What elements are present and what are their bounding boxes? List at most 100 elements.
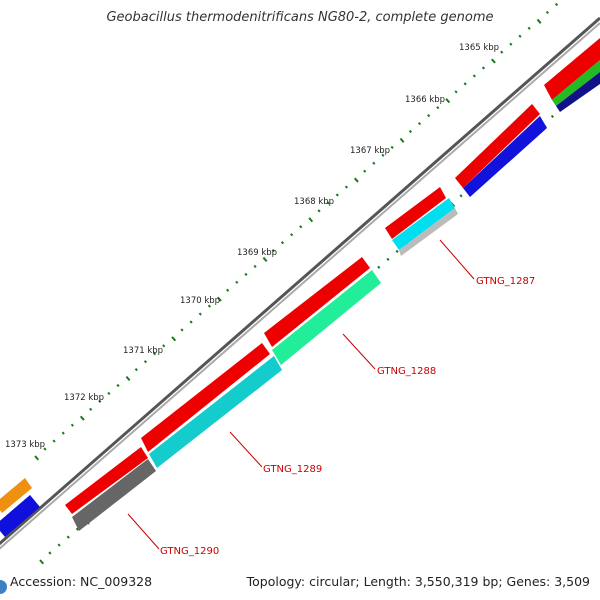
minor-tick <box>518 34 522 38</box>
page-title: Geobacillus thermodenitrificans NG80-2, … <box>106 10 494 25</box>
minor-tick <box>134 368 138 372</box>
cds-arrow-1288 <box>264 257 370 347</box>
minor-tick <box>116 383 120 388</box>
feature-1290 <box>72 459 156 531</box>
leader-1289 <box>229 431 263 468</box>
minor-tick <box>180 328 184 332</box>
minor-tick <box>372 161 376 165</box>
gene-label-1287: GTNG_1287 <box>476 276 535 287</box>
major-tick <box>445 98 451 104</box>
tick-label: 1366 kbp <box>405 95 445 105</box>
minor-tick <box>75 527 79 531</box>
accession-info: Accession: NC_009328 <box>10 574 152 589</box>
minor-tick <box>207 304 211 308</box>
leader-1287 <box>439 239 475 280</box>
minor-tick <box>463 82 467 86</box>
tick-row-outer <box>34 2 559 461</box>
backbone-inner <box>0 22 600 550</box>
minor-tick <box>52 439 56 443</box>
partial-feature-orange <box>0 478 32 513</box>
minor-tick <box>235 280 239 284</box>
feature-1287 <box>392 198 455 250</box>
tick-label: 1365 kbp <box>459 43 499 53</box>
cds-arrow-1286 <box>455 104 540 188</box>
minor-tick <box>390 145 394 149</box>
minor-tick <box>271 248 275 253</box>
backbone-outer <box>0 16 600 546</box>
leader-1288 <box>342 333 376 370</box>
minor-tick <box>153 352 157 356</box>
tick-label: 1370 kbp <box>180 296 220 306</box>
minor-tick <box>299 225 303 229</box>
minor-tick <box>427 114 431 118</box>
minor-tick <box>143 360 148 364</box>
major-tick <box>125 375 131 382</box>
minor-tick <box>107 391 111 396</box>
accession-value: NC_009328 <box>80 574 153 589</box>
minor-tick <box>244 272 248 276</box>
minor-tick <box>162 344 166 348</box>
minor-tick <box>408 129 412 134</box>
partial-feature-blue-left <box>0 495 40 537</box>
minor-tick <box>509 42 513 46</box>
minor-tick <box>500 50 504 54</box>
minor-tick <box>472 74 476 78</box>
tick-label: 1369 kbp <box>237 248 277 258</box>
minor-tick <box>386 257 390 261</box>
major-tick <box>34 455 40 461</box>
tick-labels: 1365 kbp 1366 kbp 1367 kbp 1368 kbp 1369 kbp… <box>5 43 499 450</box>
minor-tick <box>377 265 381 269</box>
cds-arrow-1289 <box>141 343 270 452</box>
major-tick <box>79 415 85 421</box>
minor-tick <box>290 233 294 237</box>
partial-feature-navy-right <box>556 72 600 112</box>
minor-tick <box>363 169 367 173</box>
feature-blue-1286 <box>463 116 547 197</box>
tick-label: 1371 kbp <box>123 346 163 356</box>
minor-tick <box>317 209 321 213</box>
leader-1290 <box>127 513 160 550</box>
major-tick <box>171 336 177 342</box>
feature-1287-edge <box>399 208 458 256</box>
feature-1289 <box>149 356 282 468</box>
minor-tick <box>198 312 202 316</box>
minor-tick <box>454 90 458 94</box>
minor-tick <box>417 121 422 126</box>
app-logo-icon <box>0 580 7 594</box>
minor-tick <box>554 2 559 7</box>
minor-tick <box>48 551 52 555</box>
minor-tick <box>61 431 65 435</box>
gene-label-1290: GTNG_1290 <box>160 546 219 557</box>
minor-tick <box>344 185 349 189</box>
minor-tick <box>550 114 554 119</box>
tick-label: 1368 kbp <box>294 197 334 207</box>
minor-tick <box>459 194 463 198</box>
minor-tick <box>326 201 330 205</box>
minor-tick <box>57 543 61 547</box>
minor-tick <box>253 264 257 269</box>
gene-label-1289: GTNG_1289 <box>263 464 322 475</box>
major-tick <box>262 256 268 262</box>
tick-label: 1372 kbp <box>64 393 104 403</box>
minor-tick <box>335 193 339 197</box>
minor-tick <box>527 26 531 30</box>
tick-label: 1367 kbp <box>350 146 390 156</box>
minor-tick <box>395 249 399 253</box>
tick-label: 1373 kbp <box>5 440 45 450</box>
topology-info: Topology: circular; Length: 3,550,319 bp… <box>246 574 590 589</box>
minor-tick <box>70 423 74 427</box>
accession-label: Accession: <box>10 574 77 589</box>
feature-1288 <box>272 270 381 365</box>
major-tick <box>536 18 542 24</box>
cds-arrow-1287 <box>385 187 446 239</box>
partial-feature-green-right <box>552 60 600 106</box>
minor-tick <box>66 535 70 539</box>
minor-tick <box>89 407 93 411</box>
cds-arrow-1290 <box>65 447 148 514</box>
minor-tick <box>481 66 486 70</box>
major-tick <box>308 217 314 223</box>
gene-label-1288: GTNG_1288 <box>377 366 436 377</box>
minor-tick <box>98 399 102 403</box>
major-tick <box>216 296 222 302</box>
